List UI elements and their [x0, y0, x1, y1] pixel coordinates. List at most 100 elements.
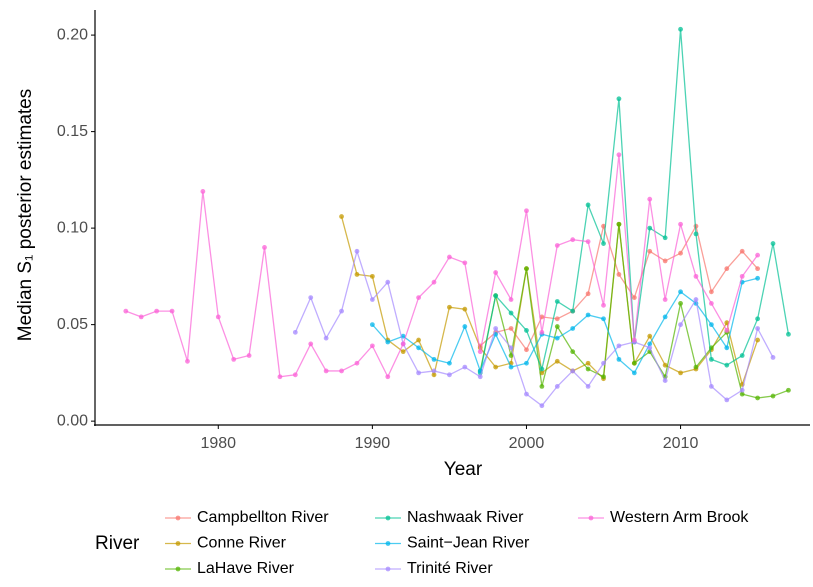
point [277, 374, 283, 380]
y-tick-label: 0.15 [57, 123, 88, 140]
point [693, 231, 699, 237]
point [477, 374, 483, 380]
point [693, 297, 699, 302]
point [724, 345, 730, 351]
point [601, 241, 606, 246]
point [647, 333, 653, 339]
point [616, 152, 622, 158]
point [647, 225, 653, 231]
point [493, 326, 499, 331]
point [755, 316, 761, 322]
point [739, 387, 745, 393]
point [554, 324, 560, 329]
point [631, 295, 637, 301]
point [662, 235, 668, 241]
legend-title: River [95, 533, 140, 554]
point [508, 364, 514, 370]
legend-key-point [385, 541, 391, 546]
point [724, 362, 730, 368]
point [601, 316, 606, 322]
point [585, 239, 591, 245]
point [462, 260, 468, 266]
point [662, 297, 668, 302]
x-tick-label: 2000 [509, 435, 545, 452]
point [477, 349, 483, 355]
legend-label: Nashwaak River [407, 509, 524, 526]
point [416, 345, 421, 351]
point [585, 366, 591, 372]
point [739, 248, 745, 254]
point [169, 308, 175, 314]
legend-key-point [385, 566, 391, 572]
point [616, 343, 622, 349]
x-tick-label: 1980 [200, 435, 236, 452]
point [292, 329, 298, 335]
point [755, 275, 761, 281]
point [724, 397, 730, 403]
point [708, 300, 714, 306]
point [493, 364, 499, 370]
point [154, 308, 160, 314]
point [215, 314, 221, 320]
point [678, 221, 683, 227]
point [462, 364, 468, 370]
point [524, 266, 529, 272]
point [585, 291, 591, 297]
point [786, 331, 791, 337]
point [493, 293, 499, 299]
x-tick-label: 1990 [355, 435, 391, 452]
point [601, 360, 606, 366]
point [431, 372, 437, 378]
point [601, 302, 606, 308]
point [185, 358, 190, 364]
point [554, 316, 560, 322]
legend-label: LaHave River [197, 560, 295, 577]
point [693, 364, 699, 370]
point [524, 208, 529, 214]
legend-key-point [175, 541, 181, 546]
point [539, 383, 545, 389]
point [524, 360, 529, 366]
point [416, 295, 421, 301]
point [369, 273, 375, 279]
legend-label: Campbellton River [197, 509, 329, 526]
point [385, 279, 391, 285]
point [524, 328, 529, 333]
point [770, 355, 776, 360]
point [539, 403, 545, 409]
point [508, 353, 514, 358]
point [678, 26, 683, 32]
point [524, 391, 529, 397]
point [554, 358, 560, 364]
point [539, 366, 545, 372]
point [770, 241, 776, 246]
point [708, 322, 714, 328]
y-tick-label: 0.00 [57, 412, 88, 429]
point [662, 362, 668, 368]
point [755, 395, 761, 401]
point [462, 324, 468, 329]
point [647, 345, 653, 351]
series-line [125, 154, 759, 379]
legend-label: Saint−Jean River [407, 535, 530, 552]
point [631, 360, 637, 366]
legend-key-point [588, 515, 594, 521]
y-tick-label: 0.05 [57, 316, 88, 333]
point [678, 370, 683, 376]
point [570, 349, 576, 355]
point [585, 360, 591, 366]
point [755, 326, 761, 331]
y-tick-label: 0.20 [57, 26, 88, 43]
legend-label: Conne River [197, 535, 287, 552]
point [508, 326, 514, 331]
point [570, 326, 576, 331]
point [292, 372, 298, 378]
point [570, 237, 576, 243]
x-tick-label: 2010 [663, 435, 699, 452]
point [200, 189, 206, 194]
point [585, 312, 591, 318]
point [647, 196, 653, 202]
point [739, 273, 745, 279]
point [708, 383, 714, 389]
